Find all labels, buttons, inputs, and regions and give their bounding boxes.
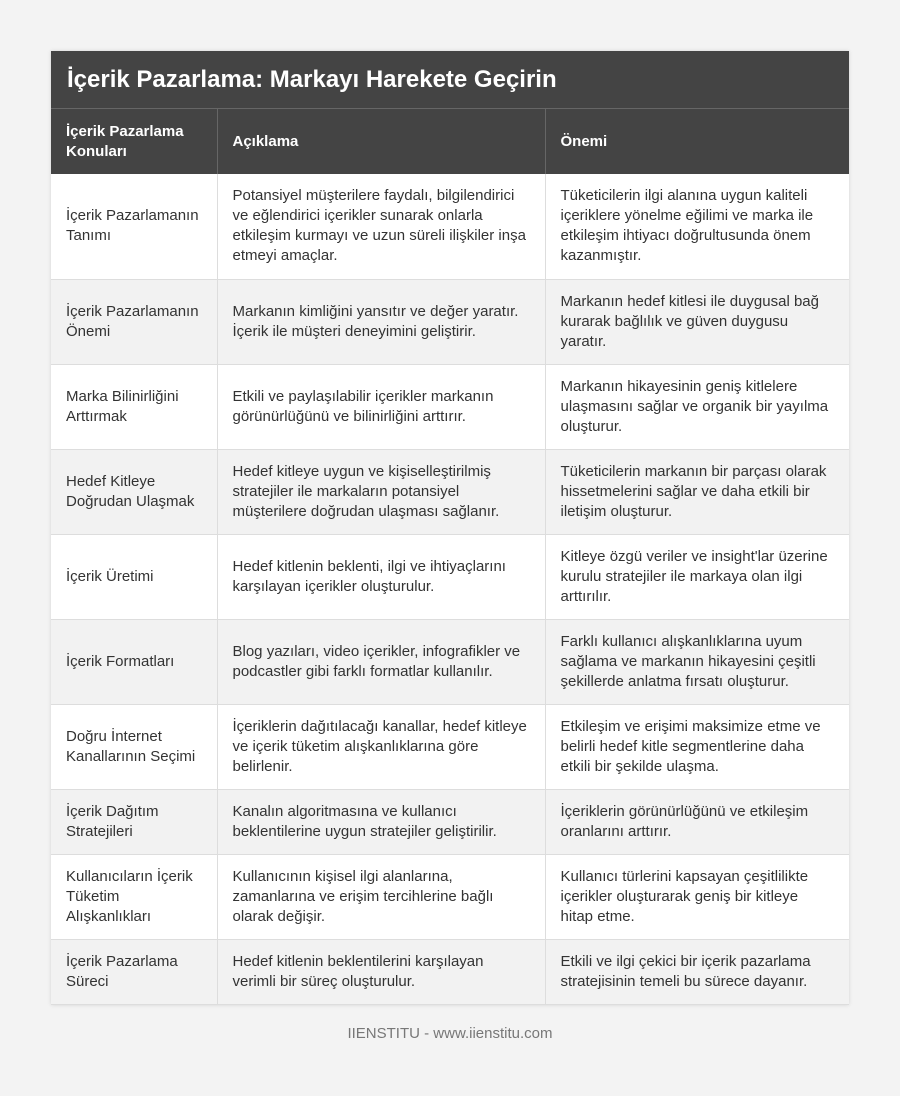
cell-topic: İçerik Dağıtım Stratejileri [51, 789, 218, 855]
cell-topic: İçerik Pazarlamanın Tanımı [51, 174, 218, 280]
cell-importance: Kitleye özgü veriler ve insight'lar üzer… [545, 534, 849, 620]
footer-credit: IIENSTITU - www.iienstitu.com [347, 1025, 553, 1042]
cell-topic: İçerik Pazarlama Süreci [51, 939, 218, 1005]
table-row: İçerik Formatları Blog yazıları, video iç… [51, 619, 849, 705]
cell-description: Etkili ve paylaşılabilir içerikler marka… [217, 364, 546, 450]
header-importance: Önemi [545, 108, 849, 174]
cell-topic: Kullanıcıların İçerik Tüketim Alışkanlık… [51, 854, 218, 940]
cell-description: Hedef kitlenin beklenti, ilgi ve ihtiyaç… [217, 534, 546, 620]
cell-description: Blog yazıları, video içerikler, infograf… [217, 619, 546, 705]
cell-importance: Farklı kullanıcı alışkanlıklarına uyum s… [545, 619, 849, 705]
table-row: İçerik Pazarlama Süreci Hedef kitlenin be… [51, 939, 849, 1005]
cell-importance: Markanın hikayesinin geniş kitlelere ula… [545, 364, 849, 450]
cell-importance: Markanın hedef kitlesi ile duygusal bağ … [545, 279, 849, 365]
cell-topic: Hedef Kitleye Doğrudan Ulaşmak [51, 449, 218, 535]
cell-description: Kullanıcının kişisel ilgi alanlarına, za… [217, 854, 546, 940]
cell-description: Potansiyel müşterilere faydalı, bilgilen… [217, 174, 546, 280]
cell-importance: Tüketicilerin ilgi alanına uygun kalitel… [545, 174, 849, 280]
header-row: İçerik Pazarlama Konuları Açıklama Önemi [51, 108, 849, 174]
table-row: İçerik Pazarlamanın Tanımı Potansiyel müş… [51, 174, 849, 280]
table-title: İçerik Pazarlama: Markayı Harekete Geçir… [51, 51, 849, 108]
cell-topic: Marka Bilinirliğini Arttırmak [51, 364, 218, 450]
cell-description: Markanın kimliğini yansıtır ve değer yar… [217, 279, 546, 365]
cell-topic: İçerik Formatları [51, 619, 218, 705]
table-row: İçerik Üretimi Hedef kitlenin beklenti, i… [51, 534, 849, 620]
cell-importance: Kullanıcı türlerini kapsayan çeşitlilikt… [545, 854, 849, 940]
cell-topic: İçerik Pazarlamanın Önemi [51, 279, 218, 365]
table-row: Doğru İnternet Kanallarının Seçimi İçerik… [51, 704, 849, 790]
cell-description: Hedef kitlenin beklentilerini karşılayan… [217, 939, 546, 1005]
cell-description: Kanalın algoritmasına ve kullanıcı bekle… [217, 789, 546, 855]
table-row: Hedef Kitleye Doğrudan Ulaşmak Hedef kitl… [51, 449, 849, 535]
cell-topic: İçerik Üretimi [51, 534, 218, 620]
content-card: İçerik Pazarlama: Markayı Harekete Geçir… [51, 51, 849, 1005]
table-row: Marka Bilinirliğini Arttırmak Etkili ve p… [51, 364, 849, 450]
cell-importance: Etkileşim ve erişimi maksimize etme ve b… [545, 704, 849, 790]
content-table: İçerik Pazarlama Konuları Açıklama Önemi… [51, 108, 849, 1005]
header-description: Açıklama [217, 108, 546, 174]
cell-importance: Etkili ve ilgi çekici bir içerik pazarla… [545, 939, 849, 1005]
cell-importance: Tüketicilerin markanın bir parçası olara… [545, 449, 849, 535]
table-row: İçerik Pazarlamanın Önemi Markanın kimliğ… [51, 279, 849, 365]
table-row: İçerik Dağıtım Stratejileri Kanalın algor… [51, 789, 849, 855]
cell-description: İçeriklerin dağıtılacağı kanallar, hedef… [217, 704, 546, 790]
header-topics: İçerik Pazarlama Konuları [51, 108, 218, 174]
cell-importance: İçeriklerin görünürlüğünü ve etkileşim o… [545, 789, 849, 855]
table-row: Kullanıcıların İçerik Tüketim Alışkanlık… [51, 854, 849, 940]
cell-topic: Doğru İnternet Kanallarının Seçimi [51, 704, 218, 790]
cell-description: Hedef kitleye uygun ve kişiselleştirilmi… [217, 449, 546, 535]
